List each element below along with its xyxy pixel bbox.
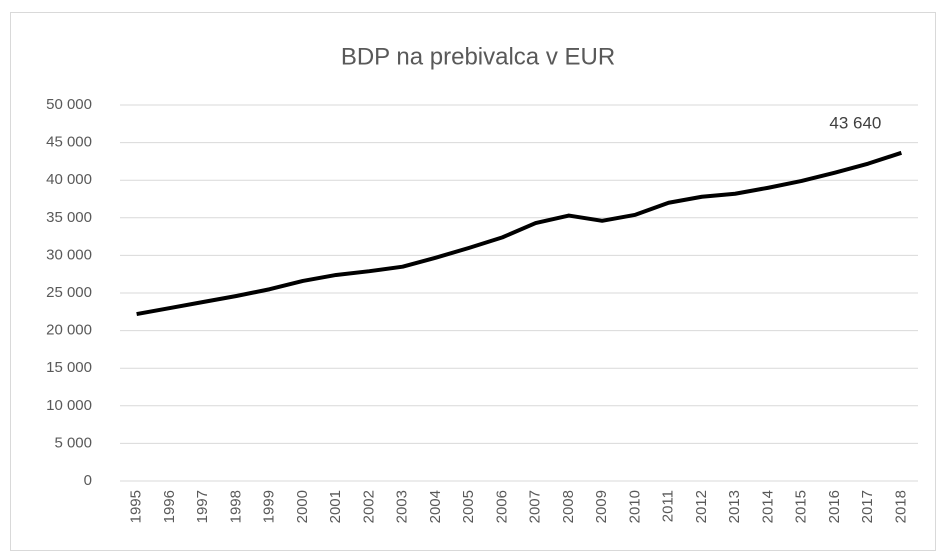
y-tick-label: 0 <box>84 472 92 489</box>
x-tick-label: 2002 <box>360 490 377 523</box>
y-tick-label: 50 000 <box>46 96 92 113</box>
x-tick-label: 1996 <box>161 490 178 523</box>
x-tick-label: 1995 <box>128 490 145 523</box>
y-tick-label: 35 000 <box>46 209 92 226</box>
x-tick-label: 2010 <box>626 490 643 523</box>
y-tick-label: 10 000 <box>46 397 92 414</box>
x-tick-label: 2009 <box>593 490 610 523</box>
x-tick-label: 2018 <box>892 490 909 523</box>
x-tick-label: 2017 <box>859 490 876 523</box>
x-tick-label: 2008 <box>560 490 577 523</box>
x-tick-label: 2001 <box>327 490 344 523</box>
x-tick-label: 1998 <box>227 490 244 523</box>
y-tick-label: 40 000 <box>46 171 92 188</box>
y-tick-label: 45 000 <box>46 134 92 151</box>
y-tick-label: 5 000 <box>54 434 92 451</box>
data-line <box>136 150 902 317</box>
x-tick-label: 1997 <box>194 490 211 523</box>
x-tick-label: 2012 <box>693 490 710 523</box>
x-tick-label: 2016 <box>826 490 843 523</box>
y-tick-label: 25 000 <box>46 284 92 301</box>
x-tick-label: 2015 <box>793 490 810 523</box>
x-tick-label: 2000 <box>294 490 311 523</box>
x-tick-label: 2007 <box>527 490 544 523</box>
chart-frame <box>10 12 936 551</box>
data-label: 43 640 <box>829 113 881 132</box>
y-tick-label: 30 000 <box>46 246 92 263</box>
y-tick-label: 15 000 <box>46 359 92 376</box>
x-tick-label: 2003 <box>394 490 411 523</box>
x-tick-label: 2005 <box>460 490 477 523</box>
chart-title: BDP na prebivalca v EUR <box>341 43 615 70</box>
x-tick-label: 2004 <box>427 490 444 523</box>
x-tick-label: 2014 <box>759 490 776 523</box>
x-tick-label: 2013 <box>726 490 743 523</box>
x-tick-label: 2006 <box>493 490 510 523</box>
x-tick-label: 1999 <box>261 490 278 523</box>
y-tick-label: 20 000 <box>46 322 92 339</box>
x-tick-label: 2011 <box>660 490 677 522</box>
